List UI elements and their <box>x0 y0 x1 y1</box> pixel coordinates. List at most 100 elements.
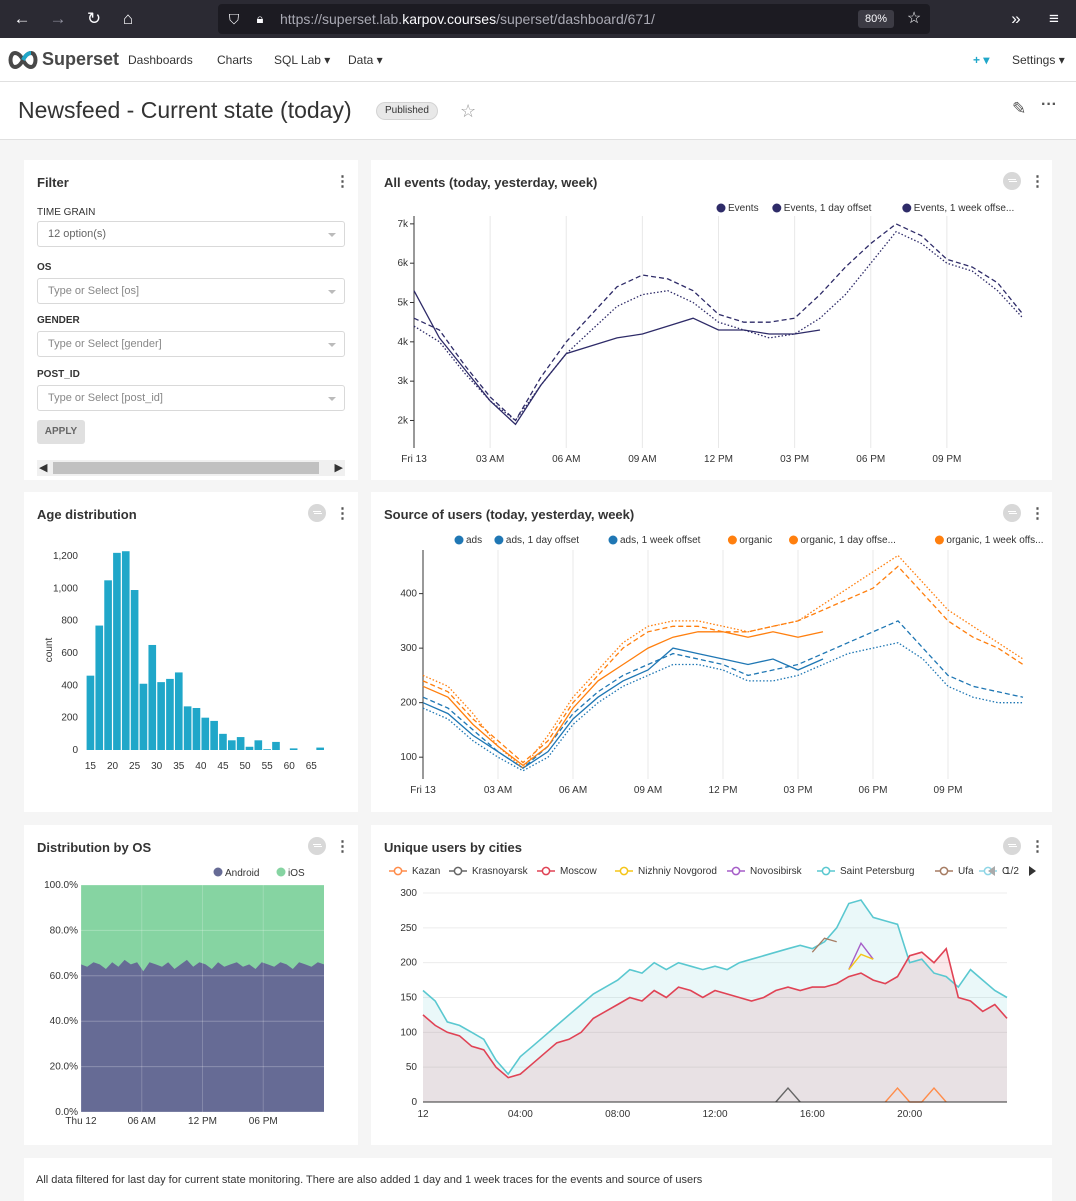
brand-name[interactable]: Superset <box>42 49 120 69</box>
y-tick-label: 200 <box>400 698 417 709</box>
legend-label: iOS <box>288 868 305 879</box>
legend-swatch <box>619 866 629 876</box>
url-text[interactable]: https://superset.lab.karpov.courses/supe… <box>280 11 655 27</box>
lock-icon[interactable]: 🔒︎ <box>256 11 264 26</box>
x-tick-label: 12:00 <box>702 1109 727 1120</box>
legend-label: ads <box>466 535 482 546</box>
filter-indicator-icon[interactable] <box>1003 504 1021 522</box>
series-line <box>422 620 1024 769</box>
favorite-star-icon[interactable]: ☆ <box>460 101 477 121</box>
legend-swatch <box>276 867 286 877</box>
y-tick-label: 2k <box>397 415 409 426</box>
footer-note-text: All data filtered for last day for curre… <box>36 1174 703 1186</box>
series-line <box>422 565 1024 764</box>
events-chart-card: All events (today, yesterday, week) ⋮ Fr… <box>371 160 1052 480</box>
zoom-level[interactable]: 80% <box>858 10 894 28</box>
spb-area <box>423 900 1007 1102</box>
histogram-bar <box>219 733 227 750</box>
os-area-chart: 0.0% 20.0% 40.0% 60.0% 80.0% 100.0% Thu 12 06 A… <box>44 867 324 1127</box>
x-tick-label: 03 AM <box>476 454 504 465</box>
x-tick-label: 45 <box>217 761 229 772</box>
y-tick-label: 300 <box>400 888 417 899</box>
y-tick-label: 60.0% <box>50 971 78 982</box>
histogram-bar <box>148 644 157 750</box>
histogram-bar <box>174 672 183 750</box>
x-tick-label: Fri 13 <box>401 454 427 465</box>
chevron-down-icon <box>328 397 336 401</box>
cities-chart-title: Unique users by cities <box>384 840 522 855</box>
published-badge[interactable]: Published <box>376 102 438 120</box>
forward-arrow-icon[interactable]: → <box>49 9 67 28</box>
legend-label: Moscow <box>560 866 597 877</box>
x-tick-label: 06 PM <box>249 1116 278 1127</box>
x-tick-label: 35 <box>173 761 185 772</box>
back-arrow-icon[interactable]: ← <box>13 9 31 28</box>
shield-icon[interactable]: ⛉ <box>228 11 240 27</box>
nav-data[interactable]: Data ▾ <box>348 53 383 67</box>
filter-card: Filter ⋮ TIME GRAIN 12 option(s) OS Type… <box>24 160 358 480</box>
histogram-bar <box>104 580 112 750</box>
legend-label: ads, 1 day offset <box>506 535 579 546</box>
gender-select[interactable]: Type or Select [gender] <box>37 331 345 357</box>
hamburger-menu-icon[interactable]: ≡ <box>1049 9 1059 28</box>
x-tick-label: 09 PM <box>934 785 963 796</box>
legend-label: Events, 1 day offset <box>784 203 872 214</box>
x-tick-label: 12 PM <box>709 785 738 796</box>
y-tick-label: 800 <box>61 616 78 627</box>
url-bar[interactable]: ⛉ 🔒︎ https://superset.lab.karpov.courses… <box>218 4 930 34</box>
filter-indicator-icon[interactable] <box>1003 172 1021 190</box>
legend-label: Saint Petersburg <box>840 866 915 877</box>
os-select[interactable]: Type or Select [os] <box>37 278 345 304</box>
histogram-bar <box>210 720 218 750</box>
x-tick-label: 09 PM <box>932 454 961 465</box>
histogram-bar <box>121 551 130 750</box>
y-tick-label: 0 <box>411 1097 417 1108</box>
legend-swatch <box>902 203 912 213</box>
filter-indicator-icon[interactable] <box>308 837 326 855</box>
gender-label: GENDER <box>37 315 80 326</box>
os-chart-title: Distribution by OS <box>37 840 152 855</box>
x-tick-label: 16:00 <box>800 1109 825 1120</box>
edit-pencil-icon[interactable]: ✎ <box>1012 99 1027 118</box>
legend-label: organic <box>739 535 772 546</box>
reload-icon[interactable]: ↻ <box>86 9 102 28</box>
y-tick-label: 1,200 <box>53 551 78 562</box>
superset-logo-icon[interactable] <box>6 49 40 71</box>
filter-indicator-icon[interactable] <box>1003 837 1021 855</box>
x-tick-label: 55 <box>262 761 274 772</box>
y-tick-label: 5k <box>397 298 409 309</box>
more-options-icon[interactable]: ··· <box>1041 96 1057 113</box>
apply-button[interactable]: APPLY <box>37 420 85 444</box>
home-icon[interactable]: ⌂ <box>122 9 134 28</box>
horizontal-scrollbar[interactable]: ◀ ▶ <box>37 460 345 476</box>
legend-label: Android <box>225 868 259 879</box>
post-id-select[interactable]: Type or Select [post_id] <box>37 385 345 411</box>
x-tick-label: 04:00 <box>508 1109 533 1120</box>
post-id-label: POST_ID <box>37 369 80 380</box>
nav-plus-menu[interactable]: + ▾ <box>973 53 990 67</box>
x-tick-label: 03 PM <box>784 785 813 796</box>
nav-sql-lab[interactable]: SQL Lab ▾ <box>274 53 331 67</box>
bookmark-star-icon[interactable]: ☆ <box>906 10 922 27</box>
events-chart-title: All events (today, yesterday, week) <box>384 175 598 190</box>
nav-dashboards[interactable]: Dashboards <box>128 53 193 67</box>
x-tick-label: 12 PM <box>188 1116 217 1127</box>
scroll-left-icon[interactable]: ◀ <box>39 462 48 474</box>
x-tick-label: 03 PM <box>780 454 809 465</box>
filter-indicator-icon[interactable] <box>308 504 326 522</box>
nav-settings[interactable]: Settings ▾ <box>1012 53 1065 67</box>
overflow-chevrons-icon[interactable]: » <box>1011 9 1021 28</box>
y-tick-label: 0 <box>72 745 78 756</box>
age-chart-title: Age distribution <box>37 507 137 522</box>
filter-kebab-icon[interactable]: ⋮ <box>335 173 350 190</box>
y-tick-label: 80.0% <box>50 925 78 936</box>
time-grain-label: TIME GRAIN <box>37 207 96 218</box>
scroll-right-icon[interactable]: ▶ <box>334 462 343 474</box>
time-grain-select[interactable]: 12 option(s) <box>37 221 345 247</box>
scrollbar-thumb[interactable] <box>53 462 319 474</box>
os-chart-card: Distribution by OS ⋮ 0.0% 20.0% 40.0% 60.0%… <box>24 825 358 1145</box>
legend-swatch <box>608 535 618 545</box>
x-tick-label: 03 AM <box>484 785 512 796</box>
nav-charts[interactable]: Charts <box>217 53 253 67</box>
age-histogram: 0 200 400 600 800 1,000 1,200 15 20 25 30 35 40 45 50 5… <box>44 551 324 772</box>
